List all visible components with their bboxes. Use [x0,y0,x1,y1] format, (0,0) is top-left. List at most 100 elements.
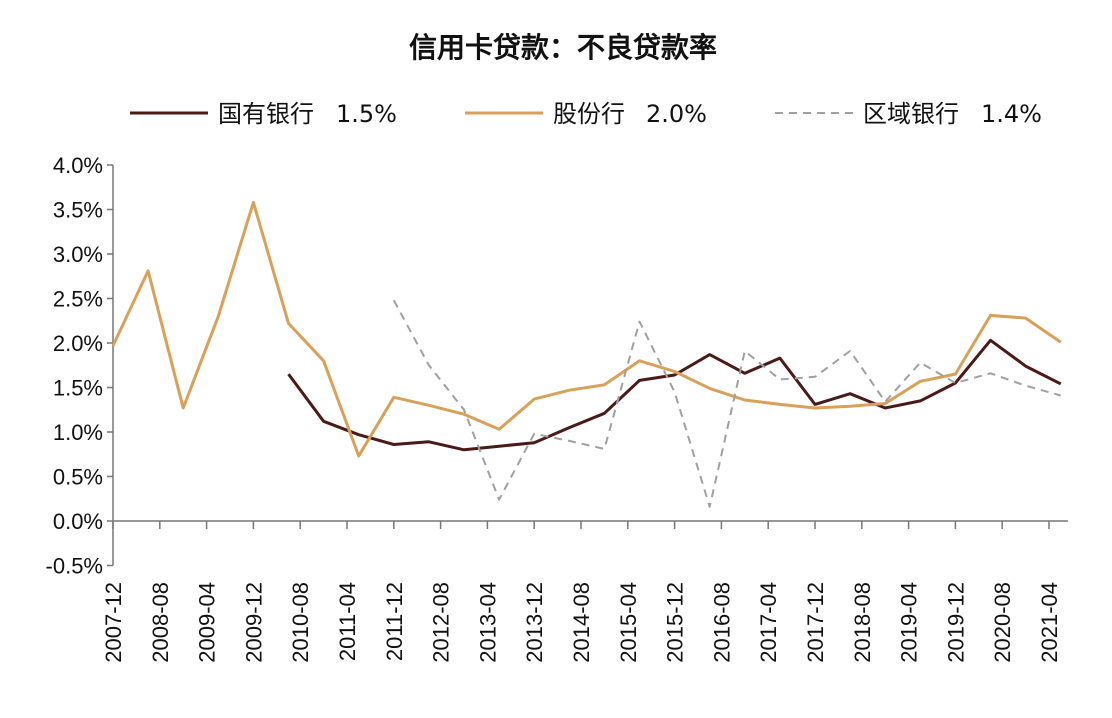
data-point [497,498,501,502]
series-line-1 [111,200,1062,458]
data-point [357,454,361,458]
data-point [427,363,431,367]
legend-value: 2.0% [646,100,707,128]
legend-label: 股份行 [553,100,625,128]
x-tick-label: 2018-08 [850,582,875,663]
legend: 国有银行 1.5% 股份行 2.0% 区域银行 1.4% [130,100,1042,128]
legend-value: 1.5% [336,100,397,128]
data-point [989,338,993,342]
x-tick-label: 2008-08 [148,582,173,663]
x-tick-label: 2019-12 [943,582,968,663]
data-point [708,386,712,390]
data-point [989,313,993,317]
data-point [1059,340,1063,344]
data-point [392,298,396,302]
data-point [1059,394,1063,398]
data-point [111,344,115,348]
data-point [778,402,782,406]
x-tick-label: 2007-12 [101,582,126,663]
series-line-0 [287,338,1062,452]
data-point [1024,364,1028,368]
data-point [181,406,185,410]
data-point [602,383,606,387]
data-point [462,448,466,452]
y-tick-label: 1.0% [53,420,103,445]
x-tick-label: 2020-08 [990,582,1015,663]
y-tick-label: 3.5% [53,198,103,223]
x-tick-label: 2015-12 [663,582,688,663]
x-tick-label: 2009-04 [195,582,220,663]
x-tick-label: 2010-08 [288,582,313,663]
data-point [1024,316,1028,320]
x-tick-label: 2014-08 [569,582,594,663]
x-tick-label: 2016-08 [709,582,734,663]
series-line-2 [392,299,1061,508]
legend-value: 1.4% [981,100,1042,128]
data-point [743,398,747,402]
data-point [216,314,220,318]
data-point [427,440,431,444]
x-tick-label: 2009-12 [241,582,266,663]
data-point [813,406,817,410]
data-point [953,372,957,376]
data-point [392,442,396,446]
data-point [392,395,396,399]
series-group [111,200,1063,509]
y-tick-label: 0.5% [53,465,103,490]
data-point [251,200,255,204]
x-tick-label: 2017-04 [756,582,781,663]
x-tick-label: 2017-12 [803,582,828,663]
x-tick-label: 2012-08 [429,582,454,663]
x-tick-label: 2015-04 [616,582,641,663]
y-tick-label: 2.0% [53,331,103,356]
data-point [708,505,712,509]
data-point [848,349,852,353]
data-point [602,447,606,451]
data-point [1059,382,1063,386]
data-point [848,392,852,396]
data-point [567,388,571,392]
x-tick-label: 2011-12 [382,582,407,661]
data-point [602,411,606,415]
data-point [567,426,571,430]
data-point [883,400,887,404]
y-tick-label: 3.0% [53,242,103,267]
data-point [532,432,536,436]
data-point [638,359,642,363]
data-point [497,427,501,431]
data-point [918,379,922,383]
data-point [918,361,922,365]
data-point [1024,384,1028,388]
chart-title: 信用卡贷款：不良贷款率 [409,31,717,64]
x-tick-label: 2011-04 [335,582,360,661]
data-point [567,439,571,443]
data-point [813,375,817,379]
data-point [918,399,922,403]
data-point [883,406,887,410]
data-point [638,320,642,324]
data-point [673,390,677,394]
legend-label: 区域银行 [863,100,959,128]
x-tick-label: 2019-04 [897,582,922,663]
data-point [357,433,361,437]
y-tick-label: 4.0% [53,153,103,178]
data-point [497,444,501,448]
legend-label: 国有银行 [218,100,314,128]
data-point [743,349,747,353]
data-point [427,403,431,407]
y-tick-label: -0.5% [46,554,103,579]
y-tick-label: 1.5% [53,376,103,401]
data-point [287,321,291,325]
data-point [146,269,150,273]
data-point [848,404,852,408]
x-tick-label: 2013-12 [522,582,547,663]
data-point [989,371,993,375]
y-tick-label: 2.5% [53,287,103,312]
data-point [813,402,817,406]
data-point [708,353,712,357]
data-point [673,369,677,373]
data-point [322,419,326,423]
data-point [638,378,642,382]
data-point [532,397,536,401]
